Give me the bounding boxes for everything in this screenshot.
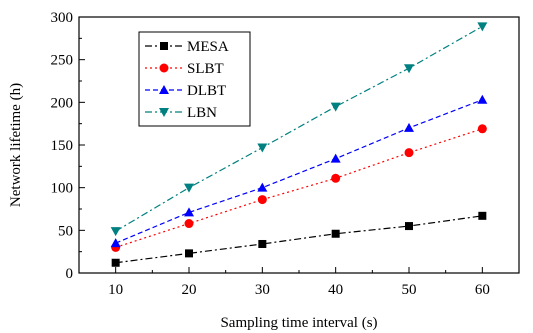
data-point bbox=[331, 229, 340, 238]
series-layer bbox=[110, 22, 488, 267]
legend-item-slbt: SLBT bbox=[145, 61, 224, 77]
legend-item-lbn: LBN bbox=[145, 105, 217, 121]
y-tick-label: 50 bbox=[58, 223, 73, 239]
y-tick-label: 100 bbox=[51, 181, 74, 197]
data-point bbox=[330, 102, 341, 112]
legend-marker bbox=[160, 42, 168, 50]
legend-box bbox=[138, 31, 251, 127]
y-tick-label: 250 bbox=[51, 53, 74, 69]
x-tick-label: 40 bbox=[328, 282, 343, 298]
legend-item-mesa: MESA bbox=[145, 39, 229, 55]
legend-item-dlbt: DLBT bbox=[145, 83, 226, 99]
data-point bbox=[478, 211, 487, 220]
legend-label: DLBT bbox=[187, 83, 226, 99]
data-point bbox=[184, 219, 194, 229]
data-point bbox=[258, 239, 267, 248]
legend-label: SLBT bbox=[187, 61, 224, 77]
y-tick-label: 300 bbox=[51, 10, 74, 26]
series-mesa bbox=[111, 211, 487, 267]
data-point bbox=[185, 249, 193, 258]
series-line bbox=[115, 99, 483, 244]
legend-marker bbox=[159, 63, 169, 73]
legend-marker bbox=[159, 108, 169, 117]
data-point bbox=[184, 183, 194, 193]
y-tick-label: 150 bbox=[51, 138, 74, 154]
data-point bbox=[405, 222, 413, 231]
series-lbn bbox=[110, 22, 488, 237]
series-slbt bbox=[111, 124, 487, 252]
data-point bbox=[257, 143, 268, 153]
legend: MESA SLBT DLBT LBN bbox=[138, 31, 251, 127]
x-axis: 10 20 30 40 50 60 bbox=[108, 267, 490, 298]
x-tick-label: 10 bbox=[108, 282, 123, 298]
legend-label: MESA bbox=[187, 39, 229, 55]
data-point bbox=[184, 207, 194, 217]
x-tick-label: 60 bbox=[475, 282, 490, 298]
data-point bbox=[110, 227, 121, 237]
x-axis-title: Sampling time interval (s) bbox=[220, 315, 377, 331]
series-line bbox=[115, 215, 483, 264]
data-point bbox=[257, 195, 267, 205]
y-axis-title: Network lifetime (h) bbox=[8, 83, 24, 207]
data-point bbox=[477, 22, 488, 32]
series-line bbox=[115, 25, 483, 232]
legend-label: LBN bbox=[187, 105, 217, 121]
y-axis: 0 50 100 150 200 250 300 bbox=[51, 10, 85, 282]
series-line bbox=[115, 128, 483, 248]
data-point bbox=[111, 258, 120, 267]
x-tick-label: 20 bbox=[182, 282, 197, 298]
data-point bbox=[404, 148, 414, 158]
data-point bbox=[404, 122, 414, 132]
y-tick-label: 0 bbox=[66, 266, 74, 282]
data-point bbox=[110, 238, 121, 248]
x-tick-label: 30 bbox=[255, 282, 270, 298]
x-tick-label: 50 bbox=[402, 282, 417, 298]
data-point bbox=[404, 64, 414, 74]
data-point bbox=[477, 94, 488, 104]
data-point bbox=[477, 124, 487, 134]
series-dlbt bbox=[110, 94, 488, 248]
data-point bbox=[330, 153, 341, 163]
data-point bbox=[257, 182, 268, 192]
data-point bbox=[331, 173, 341, 183]
legend-marker bbox=[159, 85, 169, 94]
y-tick-label: 200 bbox=[51, 95, 74, 111]
plot-area: 10 20 30 40 50 60 0 50 100 150 200 250 300 bbox=[51, 10, 520, 298]
